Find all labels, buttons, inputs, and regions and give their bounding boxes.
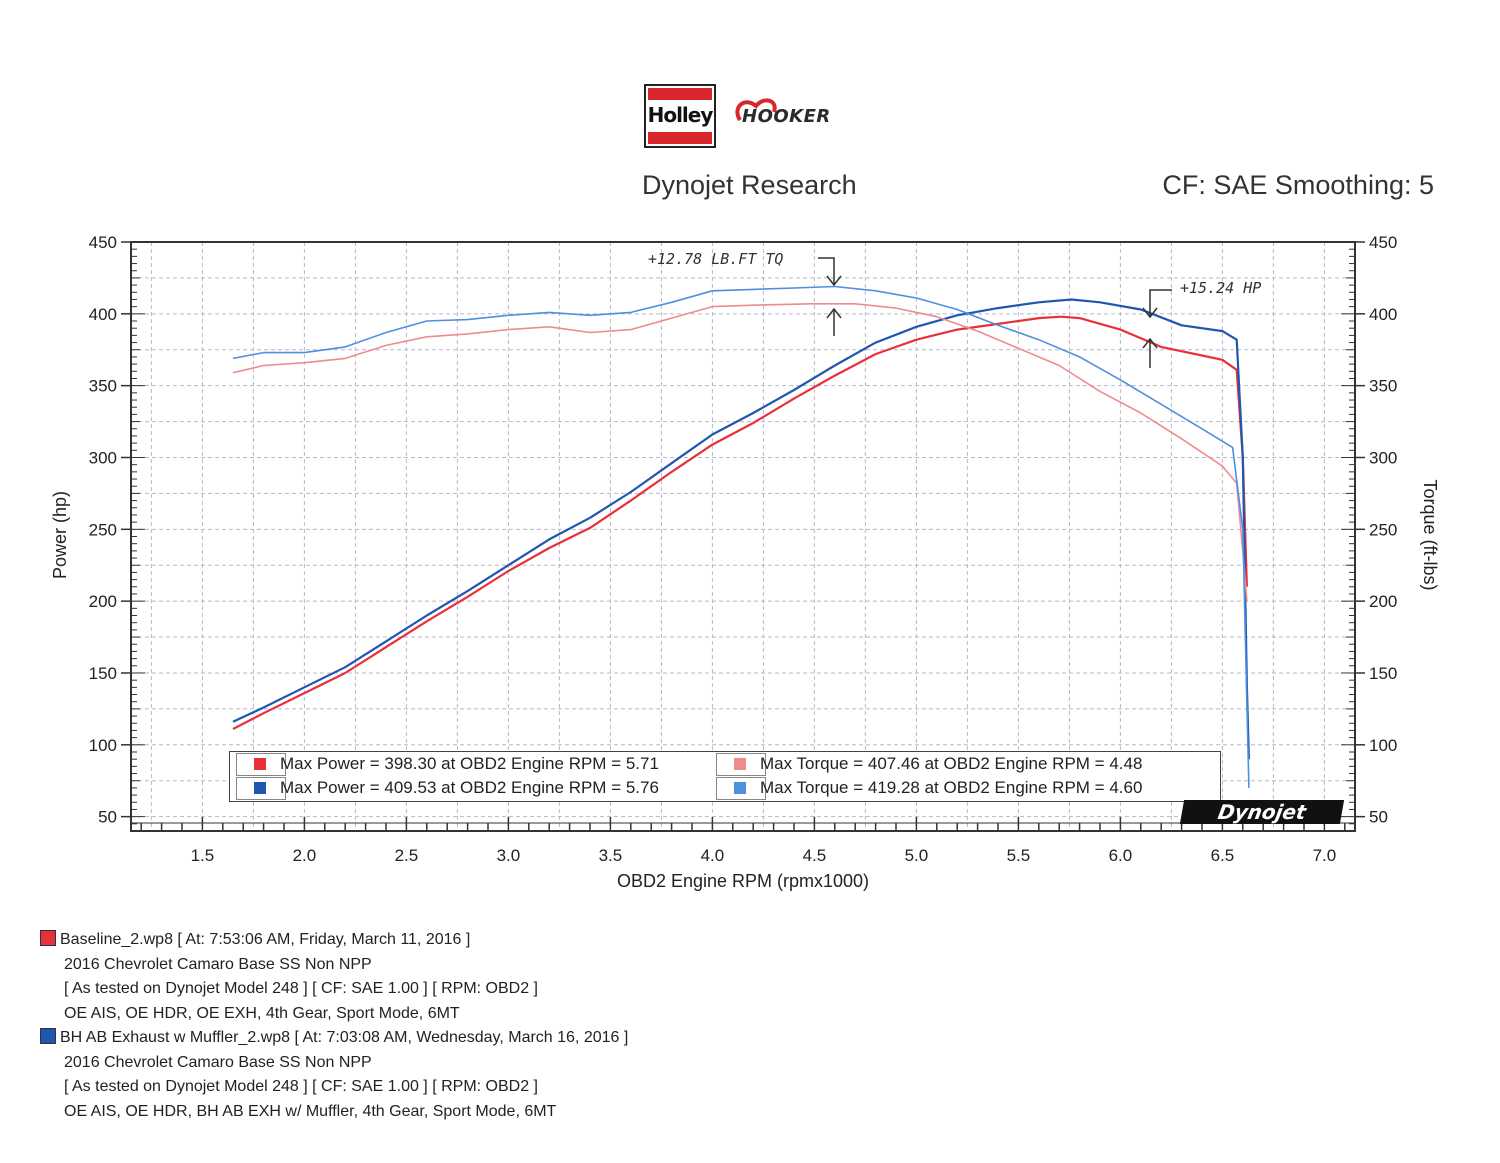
x-axis-label: OBD2 Engine RPM (rpmx1000) [617, 871, 869, 891]
legend-swatch-box [716, 777, 766, 800]
x-tick-label: 7.0 [1313, 846, 1337, 865]
run-test-info: [ As tested on Dynojet Model 248 ] [ CF:… [64, 980, 538, 997]
page-title: Dynojet Research [642, 170, 857, 200]
legend-item: Max Torque = 419.28 at OBD2 Engine RPM =… [734, 776, 1142, 801]
correction-factor-label: CF: SAE Smoothing: 5 [1162, 170, 1434, 200]
y2-tick-label: 50 [1369, 808, 1388, 827]
legend-text: Max Torque = 407.46 at OBD2 Engine RPM =… [760, 754, 1143, 773]
y-tick-label: 250 [89, 520, 117, 539]
y-axis-label: Power (hp) [50, 491, 70, 579]
dynojet-badge: Dynojet [1179, 800, 1345, 824]
y2-tick-label: 400 [1369, 305, 1397, 324]
run-swatch [40, 930, 56, 946]
x-tick-label: 2.0 [293, 846, 317, 865]
legend-swatch-box [236, 753, 286, 776]
hooker-heart-icon [735, 98, 777, 122]
chart-grid [131, 241, 1355, 831]
x-tick-label: 2.5 [395, 846, 419, 865]
run-vehicle: 2016 Chevrolet Camaro Base SS Non NPP [64, 1053, 372, 1071]
legend-text: Max Torque = 419.28 at OBD2 Engine RPM =… [760, 778, 1143, 797]
power-gain-annotation: +15.24 HP [1180, 279, 1262, 297]
torque-gain-annotation: +12.78 LB.FT TQ [648, 250, 784, 268]
series-line [232, 303, 1248, 602]
x-tick-label: 4.5 [803, 846, 827, 865]
hooker-logo-text: HOOKER [742, 106, 831, 127]
y-tick-label: 400 [89, 305, 117, 324]
holley-logo: Holley [644, 84, 716, 148]
run-config: OE AIS, OE HDR, OE EXH, 4th Gear, Sport … [64, 1004, 460, 1022]
y2-tick-label: 200 [1369, 592, 1397, 611]
x-tick-label: 6.5 [1211, 846, 1235, 865]
run-vehicle: 2016 Chevrolet Camaro Base SS Non NPP [64, 955, 372, 973]
y2-axis-label: Torque (ft-lbs) [1420, 479, 1440, 590]
holley-logo-text: Holley [647, 103, 714, 127]
y-tick-label: 300 [89, 448, 117, 467]
y-tick-label: 450 [89, 233, 117, 252]
x-tick-label: 3.5 [599, 846, 623, 865]
x-tick-label: 1.5 [191, 846, 215, 865]
run-title-line: BH AB Exhaust w Muffler_2.wp8 [ At: 7:03… [40, 1026, 628, 1051]
run-swatch [40, 1028, 56, 1044]
chart-ticks: 1.5 2.0 2.5 3.0 3.5 4.0 4.5 5.0 5.5 6.0 6.5 7.0 50 50… [89, 233, 1398, 865]
legend-text: Max Power = 398.30 at OBD2 Engine RPM = … [280, 754, 659, 773]
legend-swatch-box [236, 777, 286, 800]
legend-text: Max Power = 409.53 at OBD2 Engine RPM = … [280, 778, 659, 797]
series-line [232, 315, 1248, 730]
y2-tick-label: 100 [1369, 736, 1397, 755]
run-details: Baseline_2.wp8 [ At: 7:53:06 AM, Friday,… [40, 928, 628, 1124]
legend-swatch [734, 782, 746, 794]
chart-legend: Max Power = 398.30 at OBD2 Engine RPM = … [229, 751, 1221, 802]
x-tick-label: 3.0 [497, 846, 521, 865]
run-config: OE AIS, OE HDR, BH AB EXH w/ Muffler, 4t… [64, 1102, 557, 1120]
run-title-line: Baseline_2.wp8 [ At: 7:53:06 AM, Friday,… [40, 928, 628, 953]
y2-tick-label: 150 [1369, 664, 1397, 683]
legend-swatch [254, 782, 266, 794]
series-line [232, 298, 1250, 760]
x-tick-label: 6.0 [1109, 846, 1133, 865]
y-tick-label: 200 [89, 592, 117, 611]
y-tick-label: 350 [89, 377, 117, 396]
legend-item: Max Power = 409.53 at OBD2 Engine RPM = … [254, 776, 659, 801]
series-line [232, 285, 1250, 788]
y-tick-label: 50 [98, 808, 117, 827]
legend-swatch [254, 758, 266, 770]
legend-item: Max Torque = 407.46 at OBD2 Engine RPM =… [734, 752, 1142, 777]
x-tick-label: 4.0 [701, 846, 725, 865]
y-tick-label: 150 [89, 664, 117, 683]
y2-tick-label: 300 [1369, 448, 1397, 467]
x-tick-label: 5.0 [905, 846, 929, 865]
annotation-arrows [818, 257, 1172, 368]
legend-item: Max Power = 398.30 at OBD2 Engine RPM = … [254, 752, 659, 777]
y2-tick-label: 450 [1369, 233, 1397, 252]
chart-series [232, 285, 1250, 788]
x-tick-label: 5.5 [1007, 846, 1031, 865]
legend-swatch-box [716, 753, 766, 776]
y2-tick-label: 250 [1369, 520, 1397, 539]
hooker-logo: HOOKER [734, 94, 864, 138]
run-test-info: [ As tested on Dynojet Model 248 ] [ CF:… [64, 1078, 538, 1095]
y-tick-label: 100 [89, 736, 117, 755]
y2-tick-label: 350 [1369, 377, 1397, 396]
legend-swatch [734, 758, 746, 770]
